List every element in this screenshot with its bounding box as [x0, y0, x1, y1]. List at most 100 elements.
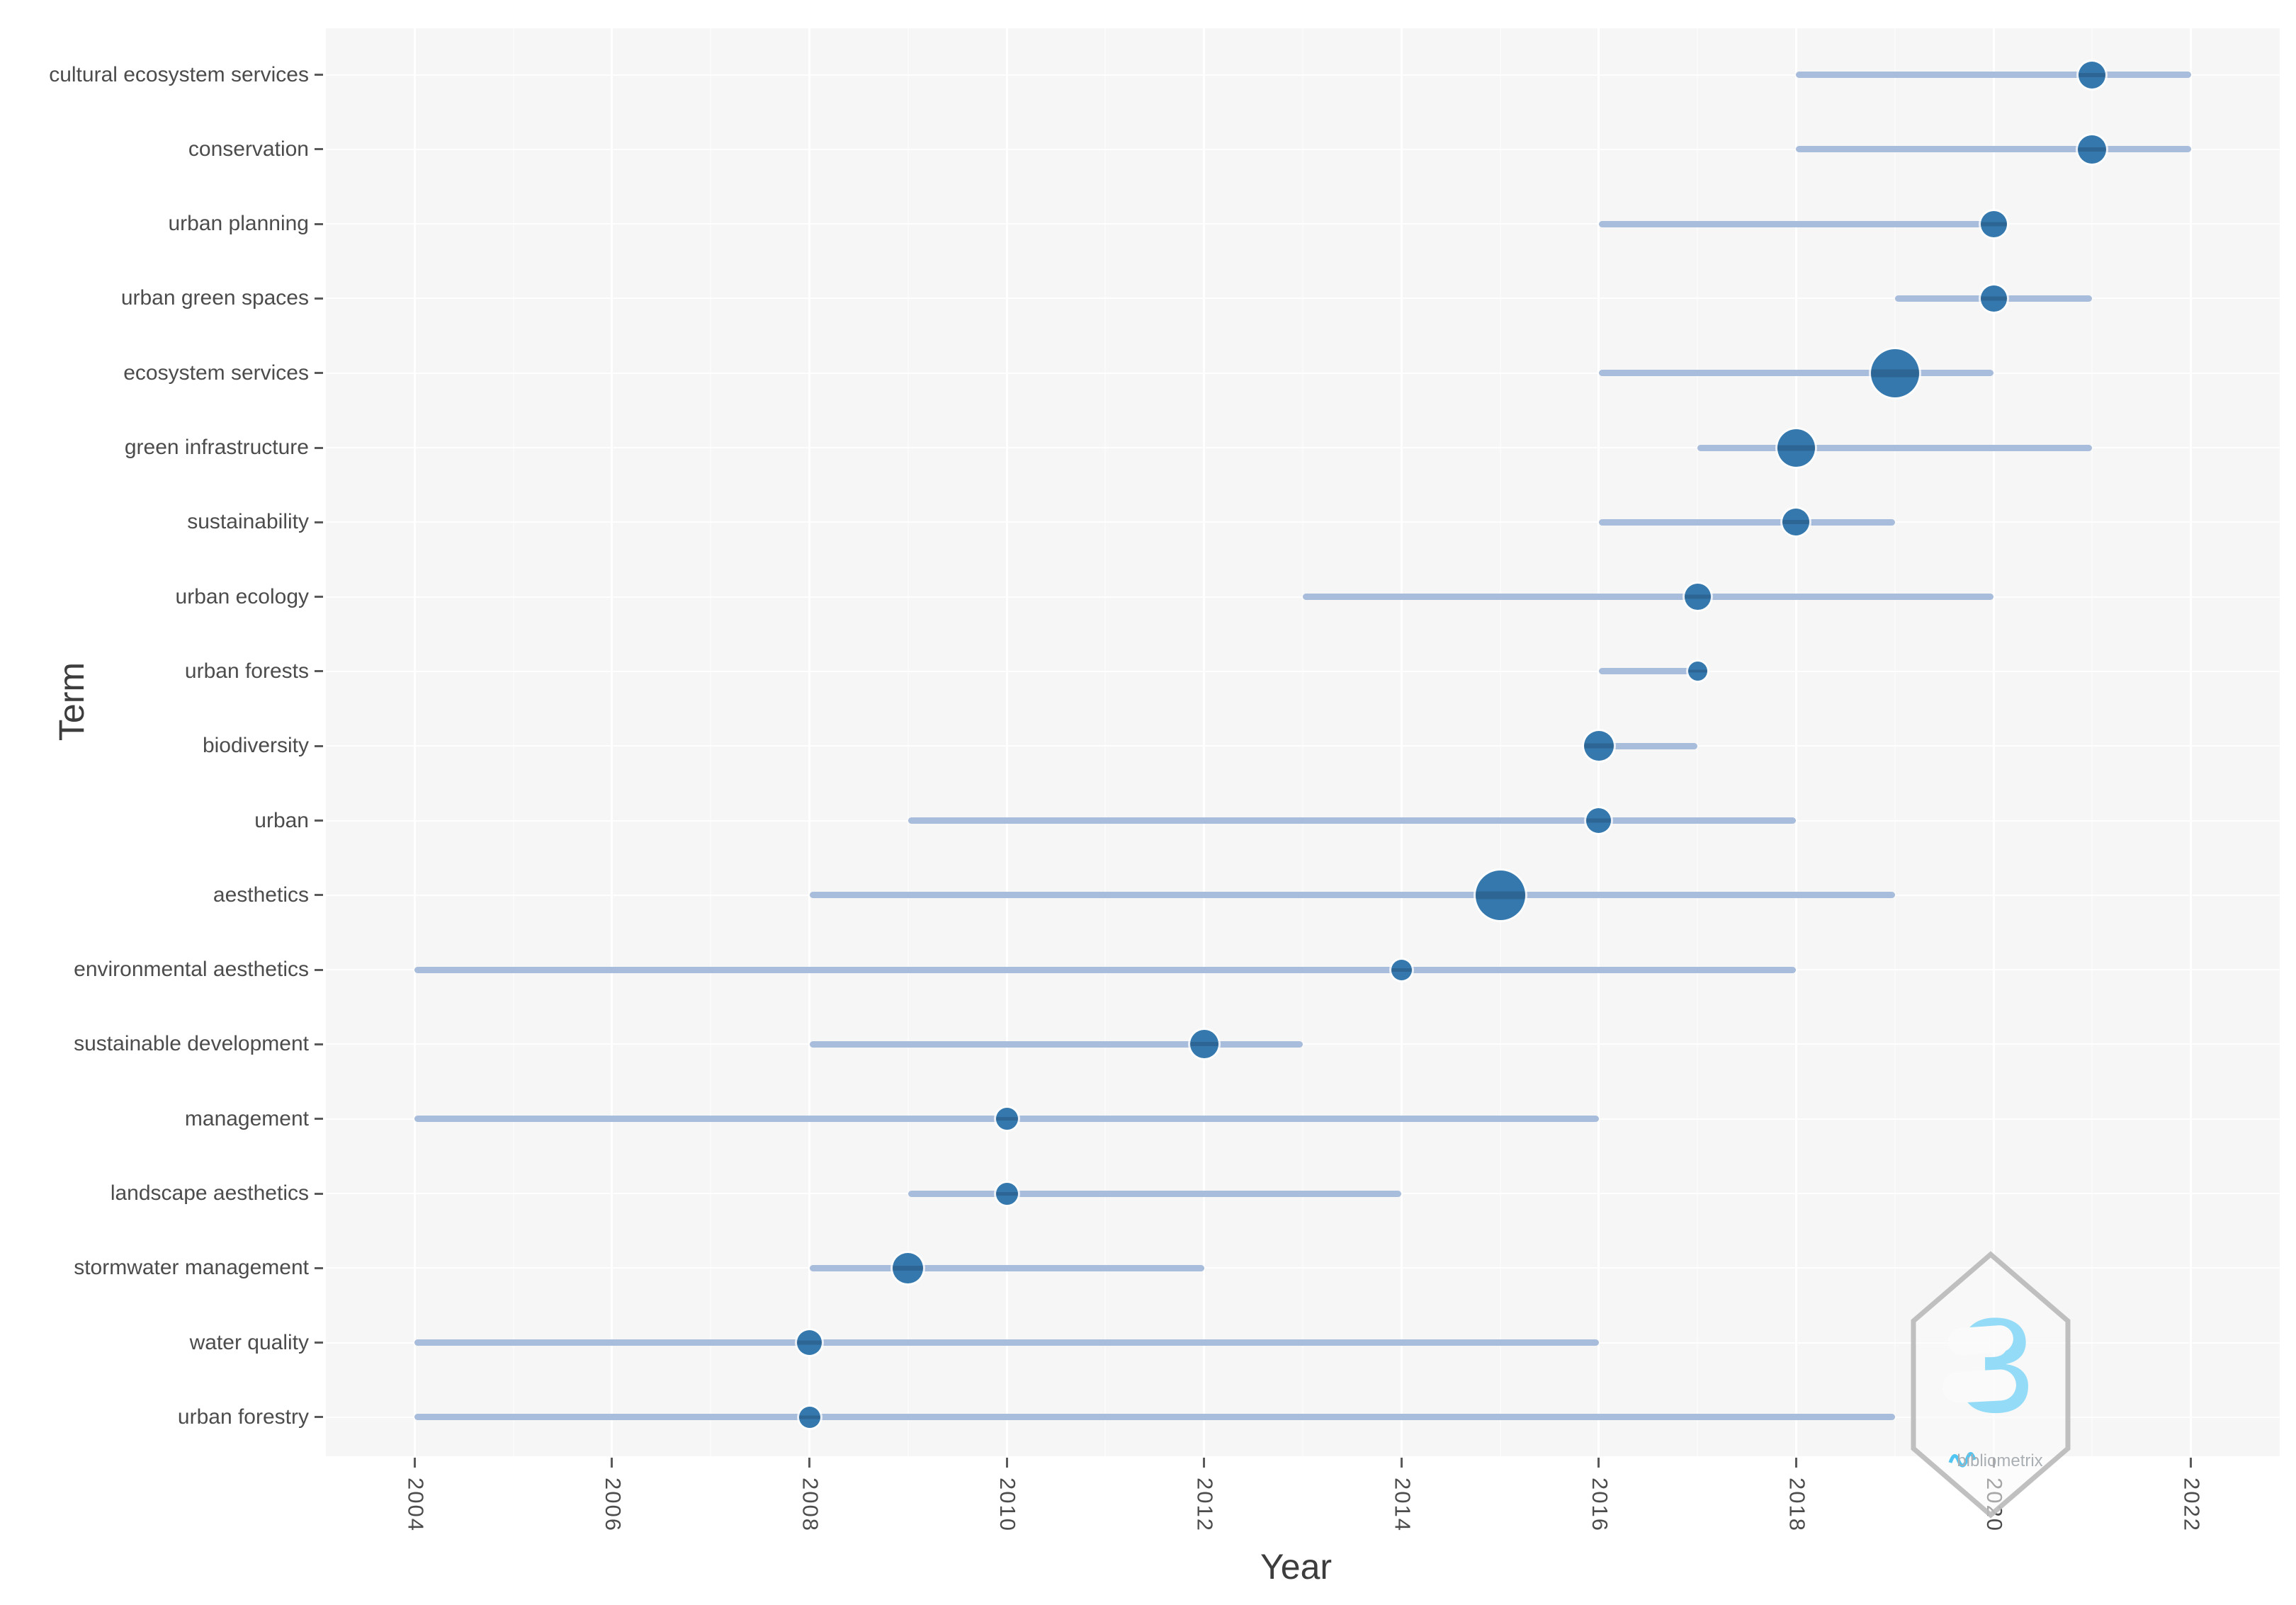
term-label: aesthetics [213, 883, 309, 907]
major-gridline [2190, 28, 2193, 1456]
term-label: landscape aesthetics [110, 1181, 309, 1205]
trend-median-bubble [1586, 808, 1612, 833]
trend-interval-line [1598, 518, 1895, 526]
row-gridline [326, 1043, 2280, 1045]
term-label: management [184, 1106, 309, 1130]
y-tick-mark [315, 819, 323, 822]
trend-interval-line [907, 1190, 1402, 1197]
term-label: ecosystem services [123, 361, 309, 385]
y-tick-mark [315, 1192, 323, 1195]
trend-median-bubble [1980, 210, 2007, 237]
logo-squiggle-m [1948, 1452, 1977, 1468]
x-tick-mark [808, 1458, 811, 1468]
minor-gridline [1104, 28, 1107, 1456]
y-tick-mark [315, 74, 323, 76]
row-gridline [326, 148, 2280, 150]
term-label: stormwater management [74, 1256, 309, 1280]
logo-pill-bottom [1942, 1369, 2016, 1403]
term-label: urban [254, 808, 309, 832]
y-tick-mark [315, 372, 323, 375]
major-gridline [1203, 28, 1206, 1456]
major-gridline [1794, 28, 1797, 1456]
major-gridline [808, 28, 811, 1456]
bibliometrix-hexagon-logo: 3 bibliometrix [1911, 1251, 2071, 1519]
major-gridline [1400, 28, 1403, 1456]
x-tick-label: 2022 [2179, 1478, 2205, 1532]
term-label: sustainability [187, 510, 309, 534]
x-tick-mark [413, 1458, 416, 1468]
term-label: urban planning [168, 212, 309, 236]
row-gridline [326, 521, 2280, 523]
y-tick-mark [315, 670, 323, 673]
logo-pill-top [1948, 1325, 2013, 1355]
trend-median-bubble [797, 1330, 822, 1356]
x-tick-label: 2012 [1192, 1478, 1218, 1532]
term-label: conservation [188, 137, 309, 161]
y-tick-mark [315, 894, 323, 897]
minor-gridline [907, 28, 909, 1456]
y-tick-mark [315, 744, 323, 747]
minor-gridline [2091, 28, 2093, 1456]
y-tick-mark [315, 596, 323, 599]
trend-median-bubble [995, 1108, 1018, 1130]
row-gridline [326, 223, 2280, 225]
trend-interval-line [809, 1040, 1303, 1048]
trend-median-bubble [1777, 429, 1815, 467]
term-label: urban ecology [175, 584, 309, 608]
logo-numeral-3: 3 [1958, 1291, 2033, 1441]
major-gridline [1005, 28, 1008, 1456]
trend-median-bubble [1684, 584, 1711, 611]
x-axis-title: Year [1260, 1547, 1333, 1587]
trend-interval-line [809, 1264, 1204, 1271]
y-tick-mark [315, 521, 323, 523]
term-label: green infrastructure [124, 436, 309, 459]
trend-interval-line [1796, 146, 2191, 153]
minor-gridline [1697, 28, 1699, 1456]
y-tick-mark [315, 222, 323, 225]
y-tick-mark [315, 1342, 323, 1344]
y-tick-mark [315, 297, 323, 300]
trend-interval-line [809, 892, 1895, 899]
trend-median-bubble [893, 1252, 924, 1283]
term-label: environmental aesthetics [74, 958, 309, 982]
y-axis-title: Term [52, 662, 91, 742]
trend-interval-line [414, 1339, 1599, 1346]
trend-median-bubble [798, 1406, 820, 1428]
trend-median-bubble [1687, 662, 1707, 681]
x-tick-label: 2016 [1587, 1478, 1612, 1532]
trend-median-bubble [1391, 959, 1412, 980]
trend-interval-line [1598, 668, 1698, 675]
row-gridline [326, 1267, 2280, 1269]
y-tick-mark [315, 446, 323, 449]
x-tick-label: 2014 [1390, 1478, 1415, 1532]
x-tick-mark [1400, 1458, 1403, 1468]
minor-gridline [512, 28, 514, 1456]
major-gridline [1992, 28, 1995, 1456]
trend-median-bubble [1980, 285, 2007, 312]
x-tick-label: 2008 [798, 1478, 823, 1532]
trend-interval-line [1303, 594, 1994, 601]
row-gridline [326, 372, 2280, 374]
x-tick-mark [1203, 1458, 1206, 1468]
trend-median-bubble [1189, 1030, 1218, 1059]
term-label: urban forestry [177, 1405, 309, 1429]
row-gridline [326, 297, 2280, 300]
row-gridline [326, 447, 2280, 448]
y-tick-mark [315, 148, 323, 151]
term-label: biodiversity [202, 734, 309, 758]
minor-gridline [1499, 28, 1501, 1456]
trend-median-bubble [2078, 135, 2107, 164]
trend-median-bubble [1475, 870, 1525, 920]
trend-median-bubble [995, 1182, 1018, 1205]
x-tick-mark [1005, 1458, 1008, 1468]
major-gridline [611, 28, 613, 1456]
y-tick-mark [315, 1043, 323, 1045]
row-gridline [326, 745, 2280, 747]
trend-median-bubble [1870, 348, 1919, 397]
term-label: urban forests [184, 659, 309, 683]
y-tick-mark [315, 1266, 323, 1269]
term-label: urban green spaces [120, 286, 309, 310]
x-tick-label: 2004 [403, 1478, 429, 1532]
trend-interval-line [1598, 742, 1698, 749]
